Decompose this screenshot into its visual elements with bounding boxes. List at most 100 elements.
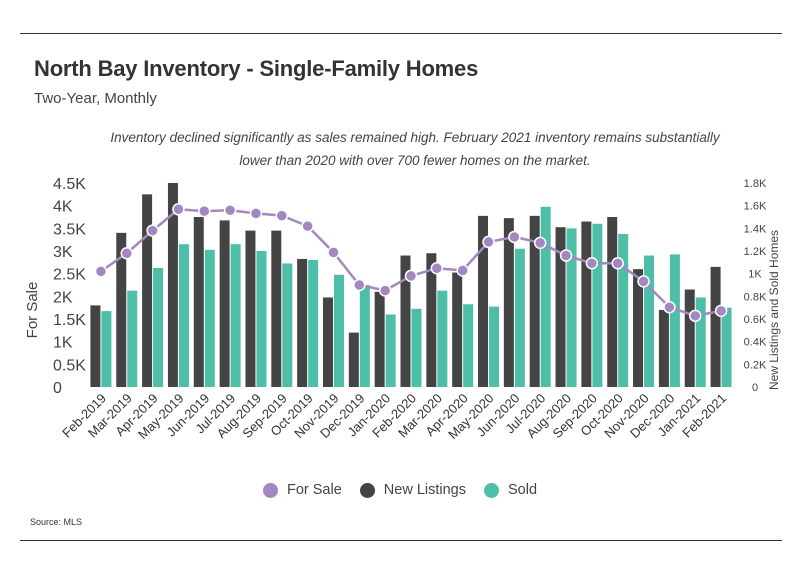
bar-new-listings-Jan-2020: [374, 291, 385, 387]
bar-sold-Apr-2019: [153, 268, 164, 387]
legend-item-for-sale[interactable]: For Sale: [262, 482, 342, 498]
left-tick-label: 4K: [53, 199, 73, 216]
bottom-rule: [20, 540, 782, 541]
for-sale-point-Sep-2020: [585, 256, 599, 270]
for-sale-point-Jun-2020: [508, 230, 521, 244]
top-rule: [20, 33, 782, 34]
bar-new-listings-Aug-2020: [555, 227, 566, 387]
bar-sold-May-2020: [489, 306, 500, 387]
for-sale-point-Nov-2020: [637, 275, 650, 288]
legend-label-sold: Sold: [507, 482, 538, 498]
bar-sold-Oct-2019: [308, 260, 319, 387]
left-axis-title: For Sale: [24, 282, 41, 339]
left-tick-label: 3.5K: [53, 221, 86, 238]
bar-new-listings-Sep-2019: [271, 230, 282, 387]
annotation-line-2: lower than 2020 with over 700 fewer home…: [239, 153, 591, 168]
bar-new-listings-Nov-2019: [322, 297, 333, 387]
for-sale-line-layer: [94, 203, 728, 323]
for-sale-point-May-2019: [172, 203, 185, 216]
bar-sold-Jan-2020: [385, 314, 396, 387]
left-tick-label: 3K: [53, 244, 73, 261]
bar-sold-Apr-2020: [463, 304, 474, 387]
bar-new-listings-Mar-2020: [426, 253, 437, 387]
for-sale-point-Mar-2020: [430, 261, 444, 275]
right-tick-label: 1.2K: [744, 246, 767, 258]
for-sale-point-Sep-2019: [275, 209, 289, 222]
bar-sold-Jul-2020: [540, 206, 551, 387]
bar-new-listings-Jul-2019: [219, 220, 230, 387]
bar-new-listings-Apr-2020: [452, 272, 463, 387]
bar-sold-Feb-2020: [411, 308, 422, 387]
bar-sold-Feb-2019: [101, 311, 112, 387]
bar-new-listings-Jan-2021: [684, 289, 695, 387]
bar-new-listings-Aug-2019: [245, 230, 256, 387]
bar-new-listings-Oct-2019: [297, 258, 308, 387]
bar-new-listings-Feb-2020: [400, 255, 411, 387]
bar-sold-Mar-2020: [437, 290, 448, 387]
bar-new-listings-Feb-2021: [710, 266, 721, 387]
bar-sold-Sep-2019: [282, 263, 293, 387]
for-sale-point-Aug-2019: [249, 207, 263, 220]
legend: For Sale New Listings Sold: [0, 482, 800, 498]
legend-swatch-sold: [483, 482, 499, 498]
legend-item-new-listings[interactable]: New Listings: [359, 482, 466, 498]
legend-label-new-listings: New Listings: [383, 482, 466, 498]
for-sale-point-Oct-2019: [301, 219, 314, 233]
bar-new-listings-Dec-2019: [348, 332, 359, 387]
for-sale-point-Nov-2019: [327, 246, 340, 259]
right-tick-label: 1.8K: [744, 178, 767, 190]
for-sale-point-Aug-2020: [559, 249, 573, 262]
for-sale-point-Jan-2021: [688, 309, 702, 323]
for-sale-point-Dec-2020: [663, 300, 676, 314]
right-tick-label: 1K: [748, 269, 762, 281]
for-sale-point-Apr-2019: [146, 224, 159, 237]
legend-swatch-for-sale: [262, 482, 278, 498]
for-sale-point-Oct-2020: [611, 256, 624, 270]
bar-sold-Sep-2020: [592, 223, 603, 387]
bar-sold-Aug-2019: [256, 251, 267, 387]
bar-new-listings-Oct-2020: [607, 217, 618, 387]
for-sale-point-Feb-2020: [404, 269, 418, 283]
bar-new-listings-Dec-2020: [658, 309, 669, 387]
left-tick-label: 0.5K: [53, 357, 86, 374]
bar-sold-Jan-2021: [695, 297, 706, 387]
bar-new-listings-Apr-2019: [142, 194, 153, 387]
bar-sold-Nov-2019: [333, 274, 344, 387]
bar-new-listings-Feb-2019: [90, 305, 101, 387]
right-tick-label: 0.8K: [744, 291, 767, 303]
for-sale-point-Jul-2019: [223, 203, 237, 217]
for-sale-point-Jan-2020: [378, 284, 392, 297]
legend-label-for-sale: For Sale: [286, 482, 342, 498]
for-sale-point-Feb-2019: [94, 265, 108, 278]
bar-new-listings-Sep-2020: [581, 221, 592, 387]
right-tick-label: 0.4K: [744, 337, 767, 349]
left-tick-label: 0: [53, 380, 62, 397]
left-tick-label: 1K: [53, 335, 73, 352]
for-sale-point-May-2020: [482, 235, 495, 249]
bar-sold-Mar-2019: [127, 290, 138, 387]
right-tick-label: 1.6K: [744, 201, 767, 213]
right-tick-label: 0.2K: [744, 359, 767, 371]
bar-sold-Dec-2019: [359, 285, 370, 387]
bar-new-listings-Nov-2020: [633, 269, 644, 387]
bar-new-listings-Jun-2019: [193, 217, 204, 387]
for-sale-point-Apr-2020: [456, 264, 469, 277]
source-note: Source: MLS: [30, 517, 83, 527]
bar-sold-Jun-2020: [514, 248, 525, 387]
bar-new-listings-Mar-2019: [116, 232, 127, 387]
for-sale-point-Dec-2019: [353, 278, 366, 292]
left-tick-label: 2K: [53, 289, 73, 306]
bar-new-listings-Jul-2020: [529, 215, 540, 387]
bar-sold-Aug-2020: [566, 228, 577, 387]
bar-sold-Feb-2021: [721, 307, 732, 387]
left-tick-label: 4.5K: [53, 176, 86, 193]
left-tick-label: 2.5K: [53, 267, 86, 284]
bar-new-listings-Jun-2020: [503, 218, 514, 387]
bar-new-listings-May-2019: [167, 183, 178, 387]
bar-sold-Jul-2019: [230, 244, 241, 387]
legend-item-sold[interactable]: Sold: [483, 482, 538, 498]
right-tick-label: 0: [752, 382, 758, 394]
left-tick-label: 1.5K: [53, 312, 86, 329]
for-sale-point-Jul-2020: [533, 236, 547, 250]
right-tick-label: 0.6K: [744, 314, 767, 326]
